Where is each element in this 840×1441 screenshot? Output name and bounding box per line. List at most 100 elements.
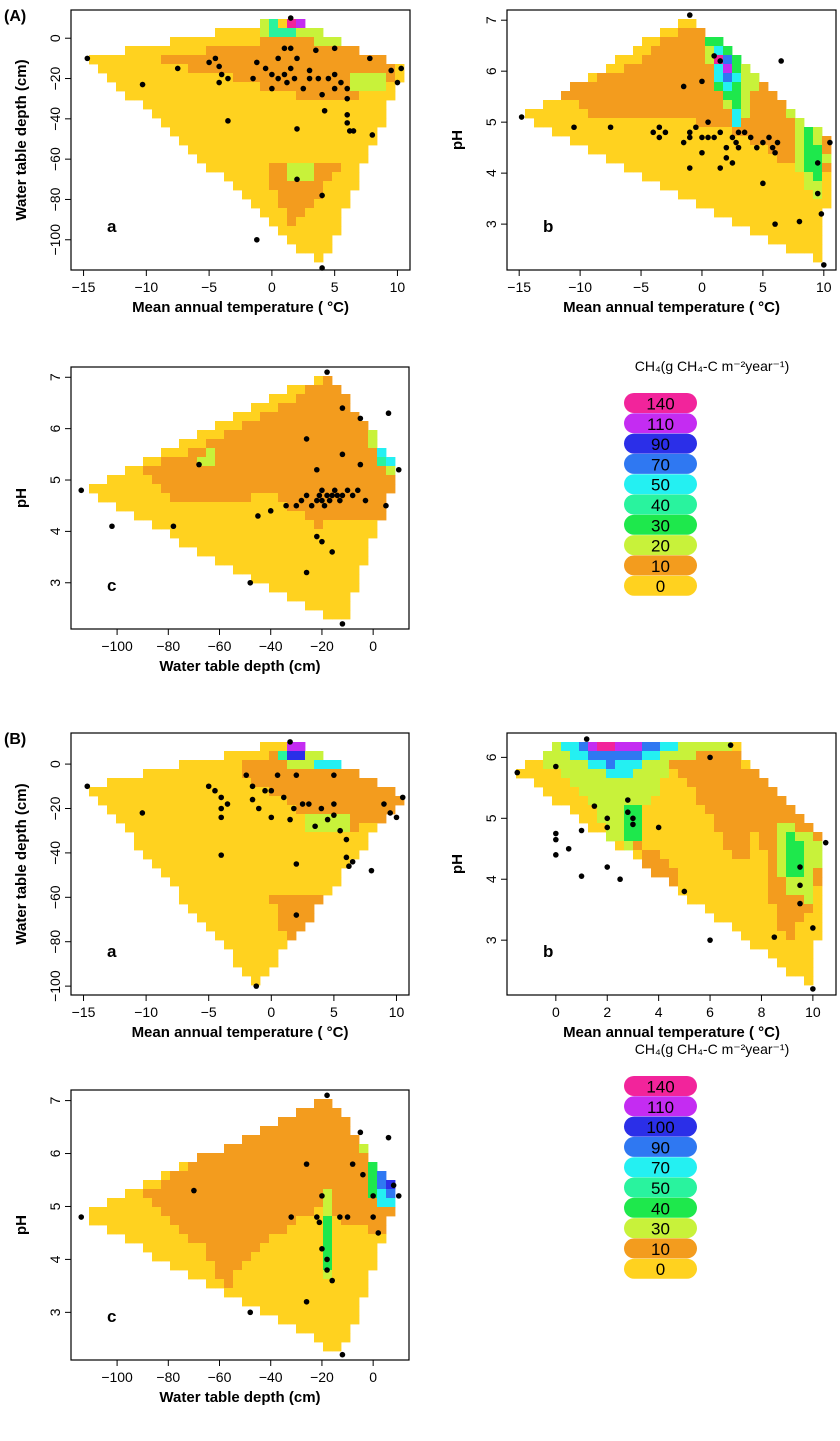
heatmap-cell (350, 1252, 360, 1262)
heatmap-cell (678, 91, 688, 101)
heatmap-cell (714, 82, 724, 92)
heatmap-cell (152, 484, 162, 494)
heatmap-cell (305, 199, 315, 209)
heatmap-cell (705, 190, 715, 200)
heatmap-cell (543, 118, 553, 128)
heatmap-cell (678, 19, 688, 29)
heatmap-cell (296, 394, 306, 404)
heatmap-cell (714, 91, 724, 101)
data-point (319, 192, 325, 199)
heatmap-cell (705, 82, 715, 92)
heatmap-cell (624, 760, 634, 770)
heatmap-cell (188, 1198, 198, 1208)
heatmap-cell (723, 109, 733, 119)
heatmap-cell (332, 217, 342, 227)
heatmap-cell (323, 100, 333, 110)
x-tick-label: 0 (267, 1004, 275, 1020)
y-tick-label: −100 (47, 970, 63, 1002)
heatmap-cell (359, 118, 369, 128)
heatmap-cell (296, 583, 306, 593)
data-point (339, 451, 346, 458)
heatmap-cell (287, 226, 297, 236)
heatmap-cell (579, 91, 589, 101)
heatmap-cell (705, 769, 715, 779)
heatmap-cell (242, 1261, 252, 1271)
heatmap-cell (305, 895, 315, 905)
heatmap-cell (305, 1171, 315, 1181)
heatmap-cell (305, 769, 315, 779)
heatmap-cell (305, 466, 315, 476)
heatmap-cell (561, 796, 571, 806)
heatmap-cell (269, 412, 279, 422)
heatmap-cell (332, 850, 342, 860)
heatmap-cell (269, 556, 279, 566)
heatmap-cell (260, 73, 270, 83)
heatmap-cell (323, 1342, 333, 1352)
data-point (303, 1298, 310, 1305)
heatmap-cell (188, 760, 198, 770)
heatmap-cell (251, 958, 261, 968)
heatmap-cell (323, 592, 333, 602)
heatmap-cell (705, 136, 715, 146)
heatmap-cell (224, 55, 234, 65)
heatmap-cell (651, 55, 661, 65)
heatmap-cell (642, 91, 652, 101)
heatmap-cell (269, 868, 279, 878)
data-point (268, 787, 275, 794)
data-point (349, 858, 356, 865)
legend-label: 40 (651, 496, 670, 515)
heatmap-cell (323, 1225, 333, 1235)
heatmap-cell (350, 787, 360, 797)
data-point (344, 85, 351, 92)
heatmap-cell (224, 841, 234, 851)
heatmap-cell (278, 475, 288, 485)
heatmap-cell (633, 778, 643, 788)
data-point (821, 262, 827, 268)
panel-letter: a (107, 217, 117, 236)
heatmap-cell (642, 127, 652, 137)
heatmap-cell (296, 412, 306, 422)
heatmap-cell (134, 64, 144, 74)
heatmap-cell (287, 1243, 297, 1253)
heatmap-cell (359, 1189, 369, 1199)
heatmap-cell (359, 1198, 369, 1208)
heatmap-cell (759, 208, 769, 218)
heatmap-cell (107, 475, 117, 485)
heatmap-cell (588, 787, 598, 797)
heatmap-cell (233, 814, 243, 824)
legend-swatch (624, 1076, 697, 1096)
heatmap-cell (786, 850, 796, 860)
heatmap-cell (251, 1243, 261, 1253)
heatmap-cell (696, 751, 706, 761)
heatmap-cell (188, 814, 198, 824)
heatmap-cell (552, 127, 562, 137)
x-tick-label: −10 (134, 1004, 158, 1020)
heatmap-cell (386, 1198, 396, 1208)
data-point (316, 1219, 323, 1226)
heatmap-cell (278, 181, 288, 191)
heatmap-cell (341, 403, 351, 413)
heatmap-cell (332, 1180, 342, 1190)
heatmap-cell (732, 760, 742, 770)
heatmap-cell (260, 208, 270, 218)
heatmap-cell (287, 556, 297, 566)
heatmap-cell (786, 199, 796, 209)
heatmap-cell (750, 814, 760, 824)
heatmap-cell (278, 412, 288, 422)
data-point (329, 492, 335, 499)
heatmap-cell (597, 118, 607, 128)
heatmap-cell (642, 136, 652, 146)
heatmap-cell (242, 1234, 252, 1244)
heatmap-cell (624, 145, 634, 155)
heatmap-cell (813, 913, 823, 923)
heatmap-cell (314, 82, 324, 92)
heatmap-cell (143, 1216, 153, 1226)
heatmap-cell (287, 28, 297, 38)
heatmap-cell (233, 1279, 243, 1289)
heatmap-cell (179, 760, 189, 770)
heatmap-cell (732, 199, 742, 209)
heatmap-cell (777, 181, 787, 191)
data-point (383, 502, 389, 509)
heatmap-cell (359, 547, 369, 557)
heatmap-cell (287, 583, 297, 593)
